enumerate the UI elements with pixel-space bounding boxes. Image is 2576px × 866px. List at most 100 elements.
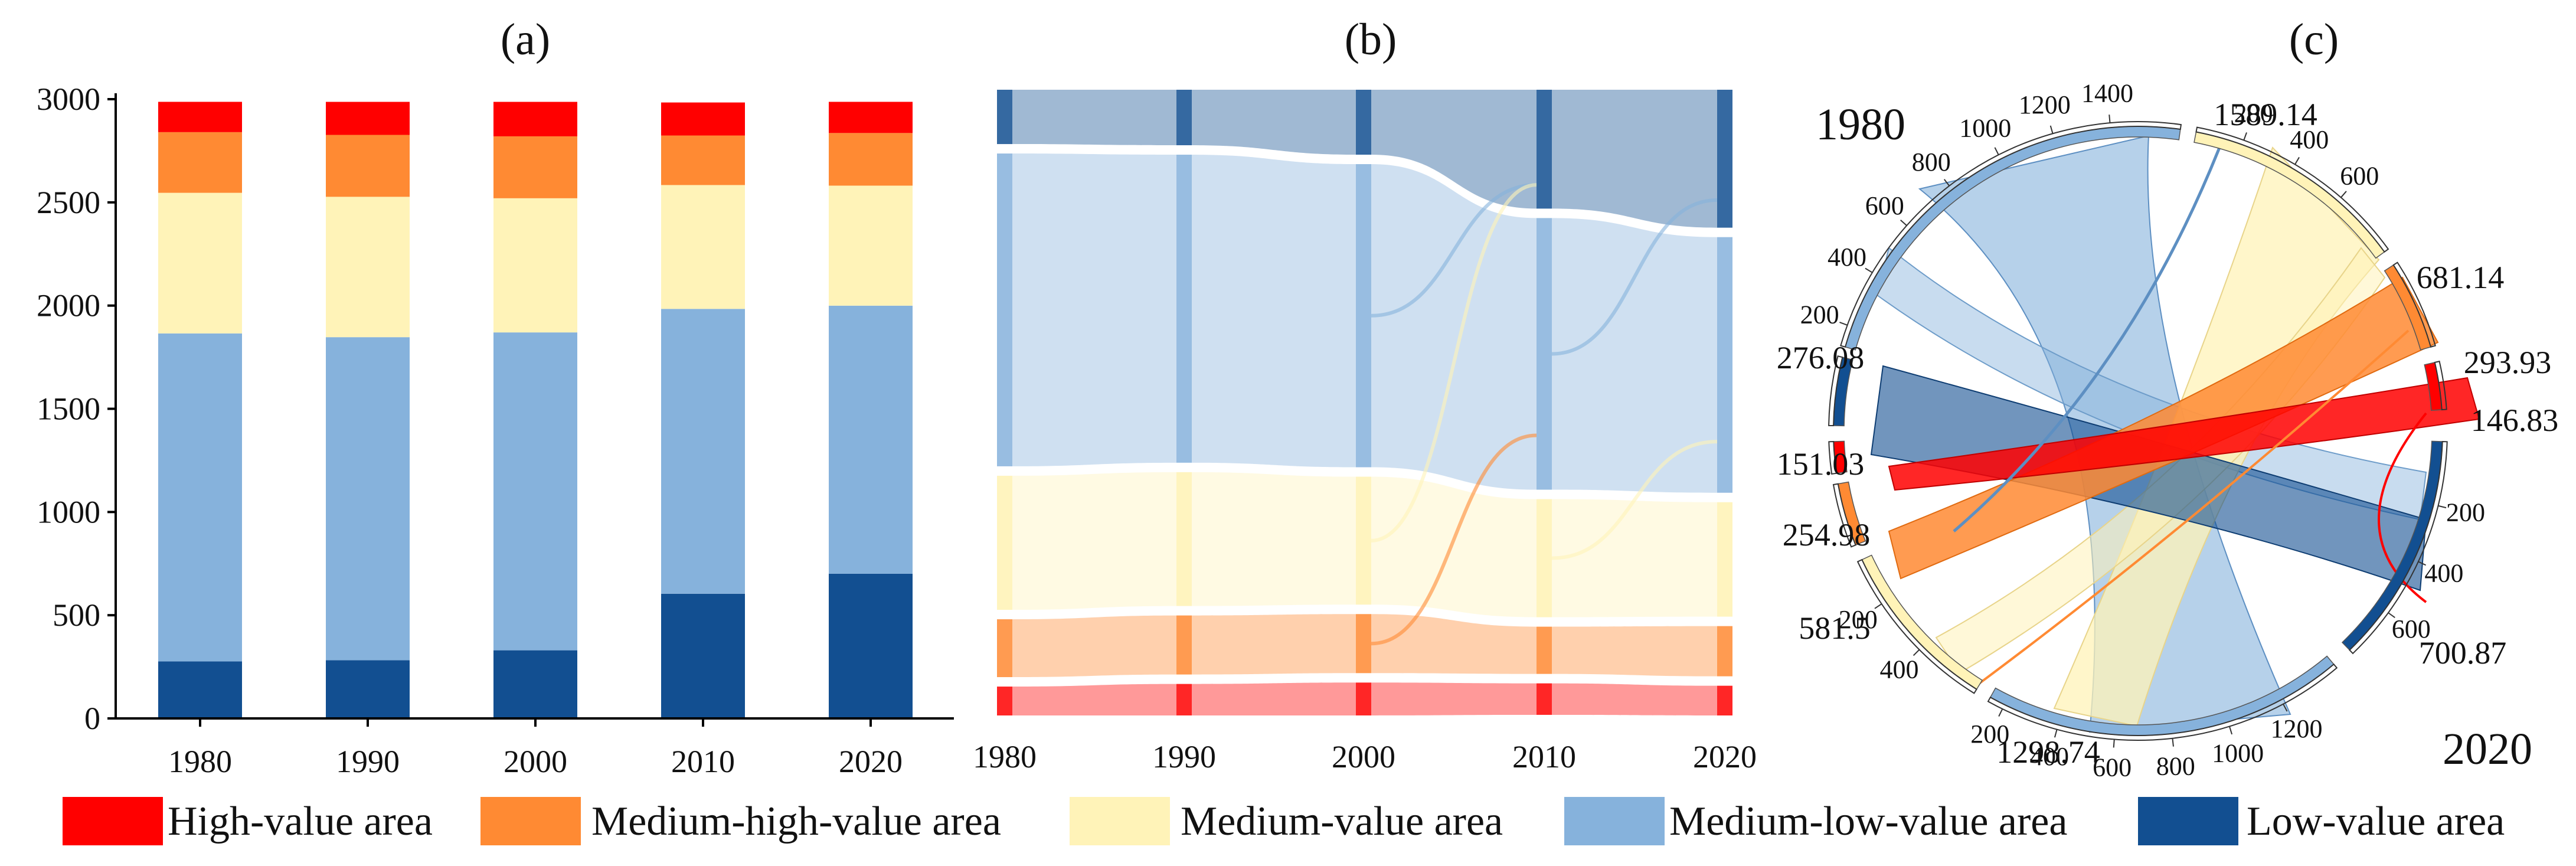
node-2010-medium-low-value-area xyxy=(1537,218,1552,490)
flow-2000-2010-high-value-area xyxy=(1371,682,1537,715)
ring-tick-800 xyxy=(1943,179,1950,187)
total-1980-medium-low: 1589.14 xyxy=(2214,97,2317,132)
ring-tick-2020-200 xyxy=(1998,708,2003,717)
legend-swatch-medium-low xyxy=(1564,797,1665,845)
ring-tick-label-600: 600 xyxy=(1865,191,1904,220)
legend-label-medium: Medium-value area xyxy=(1181,799,1503,844)
panel-b-nodes xyxy=(997,90,1732,715)
ring-tick-low-400 xyxy=(2418,561,2427,566)
ring-tick-label-1200: 1200 xyxy=(2019,90,2071,119)
sankey-x-label-2000: 2000 xyxy=(1332,739,1395,775)
bar-2000-medium-low-value-area xyxy=(493,332,577,651)
chord-left-year: 1980 xyxy=(1816,100,1905,149)
flow-2000-2010-low-value-area xyxy=(1371,90,1537,209)
y-tick-label-1500: 1500 xyxy=(37,391,100,427)
ring-tick-medium-200 xyxy=(2243,132,2247,140)
bar-1990-high-value-area xyxy=(326,102,410,135)
ring-tick-label-1000: 1000 xyxy=(1959,114,2011,143)
ring-tick-600 xyxy=(1900,220,1907,226)
legend-item-high: High-value area xyxy=(63,797,433,845)
legend-swatch-medium-high xyxy=(480,797,581,845)
ring-tick-2020-1200 xyxy=(2283,704,2288,712)
node-2000-low-value-area xyxy=(1356,90,1371,155)
node-2000-high-value-area xyxy=(1356,682,1371,715)
bar-2000-medium-value-area xyxy=(493,198,577,333)
node-2010-low-value-area xyxy=(1537,90,1552,209)
flow-1980-1990-medium-low-value-area xyxy=(1012,153,1176,466)
flow-2010-2020-medium-value-area xyxy=(1552,499,1717,617)
legend-item-medium-high: Medium-high-value area xyxy=(480,797,1001,845)
ring-tick-label-low-200: 200 xyxy=(2446,498,2485,527)
ring-tick-200 xyxy=(1839,322,1848,326)
ring-tick-low-200 xyxy=(2438,505,2447,509)
node-2010-medium-high-value-area xyxy=(1537,626,1552,674)
panel-a-x-ticks: 1980 1990 2000 2010 2020 xyxy=(168,718,903,779)
ribbon-thin-mediumlow xyxy=(1953,147,2221,532)
y-tick-label-3000: 3000 xyxy=(37,81,100,117)
y-tick-label-2000: 2000 xyxy=(37,288,100,323)
ring-axis-1980-medium-value-area xyxy=(2195,126,2389,253)
total-1980-high: 146.83 xyxy=(2471,403,2559,438)
ring-tick-medium-600 xyxy=(2340,191,2347,198)
ring-axis-1980-medium-high-value-area xyxy=(2392,262,2436,348)
ring-tick-label-2020-1000: 1000 xyxy=(2212,738,2264,767)
legend-label-medium-high: Medium-high-value area xyxy=(591,799,1001,844)
ring-tick-label-2020-600: 600 xyxy=(2093,753,2132,782)
ribbon-thin-high xyxy=(2378,412,2427,603)
ring-tick-label-medium-2020-200: 200 xyxy=(1839,605,1878,634)
ring-tick-low-600 xyxy=(2388,612,2395,619)
panel-b-label: (b) xyxy=(1345,15,1397,64)
bar-2010-medium-high-value-area xyxy=(661,135,745,185)
ring-tick-1000 xyxy=(1994,147,1999,155)
legend: High-value area Medium-high-value area M… xyxy=(63,797,2505,845)
ring-tick-1200 xyxy=(2049,125,2054,134)
total-2020-medium-high: 254.98 xyxy=(1783,517,1871,553)
node-2020-medium-high-value-area xyxy=(1717,626,1732,677)
panel-b-x-ticks: 1980 1990 2000 2010 2020 xyxy=(973,739,1757,775)
total-1980-medium-high: 293.93 xyxy=(2464,345,2552,380)
node-2020-medium-low-value-area xyxy=(1717,237,1732,493)
panel-a-bars xyxy=(158,102,913,718)
panel-a-stacked-bar-chart: (a) 0 500 1000 1500 2000 2500 3000 1980 1990 200… xyxy=(37,15,954,779)
total-1980-low: 276.08 xyxy=(1777,340,1865,375)
node-2000-medium-low-value-area xyxy=(1356,164,1371,468)
total-1980-medium: 681.14 xyxy=(2417,260,2505,295)
legend-label-low: Low-value area xyxy=(2247,799,2505,844)
ring-tick-2020-1000 xyxy=(2228,726,2233,735)
node-1980-low-value-area xyxy=(997,90,1012,145)
node-2010-medium-value-area xyxy=(1537,499,1552,617)
ring-tick-label-2020-400: 400 xyxy=(2030,742,2069,771)
ring-axis-2020-medium-value-area xyxy=(1856,558,1977,694)
flow-1990-2000-medium-low-value-area xyxy=(1192,155,1356,468)
ring-tick-label-2020-1200: 1200 xyxy=(2271,714,2323,743)
ring-axis-1980-high-value-area xyxy=(2434,360,2447,411)
ring-tick-label-medium-600: 600 xyxy=(2340,161,2379,190)
flow-1990-2000-medium-high-value-area xyxy=(1192,614,1356,675)
node-1990-low-value-area xyxy=(1176,90,1192,146)
transition-link-3 xyxy=(1551,198,1718,356)
x-tick-label-2000: 2000 xyxy=(504,744,567,779)
flow-2010-2020-high-value-area xyxy=(1552,683,1717,715)
ring-axis-1980-low-value-area xyxy=(1828,355,1843,427)
ring-tick-label-800: 800 xyxy=(1912,148,1951,177)
node-1990-medium-low-value-area xyxy=(1176,155,1192,463)
ring-tick-label-low-600: 600 xyxy=(2392,615,2431,643)
node-1990-medium-high-value-area xyxy=(1176,615,1192,675)
bar-1980-high-value-area xyxy=(158,102,242,132)
ring-axis-2020-high-value-area xyxy=(1828,440,1838,475)
flow-1980-1990-low-value-area xyxy=(1012,90,1176,146)
panel-b-flows xyxy=(1012,90,1717,715)
ring-tick-medium-400 xyxy=(2294,156,2300,165)
ribbon-high-to-high xyxy=(1888,377,2480,491)
node-2020-medium-value-area xyxy=(1717,502,1732,617)
node-1980-medium-value-area xyxy=(997,475,1012,610)
x-tick-label-1990: 1990 xyxy=(336,744,400,779)
legend-item-low: Low-value area xyxy=(2138,797,2505,845)
flow-1990-2000-medium-value-area xyxy=(1192,472,1356,606)
legend-label-high: High-value area xyxy=(168,799,433,844)
flow-1990-2000-low-value-area xyxy=(1192,90,1356,155)
flow-2010-2020-medium-high-value-area xyxy=(1552,626,1717,677)
ring-tick-label-medium-200: 200 xyxy=(2234,99,2273,128)
